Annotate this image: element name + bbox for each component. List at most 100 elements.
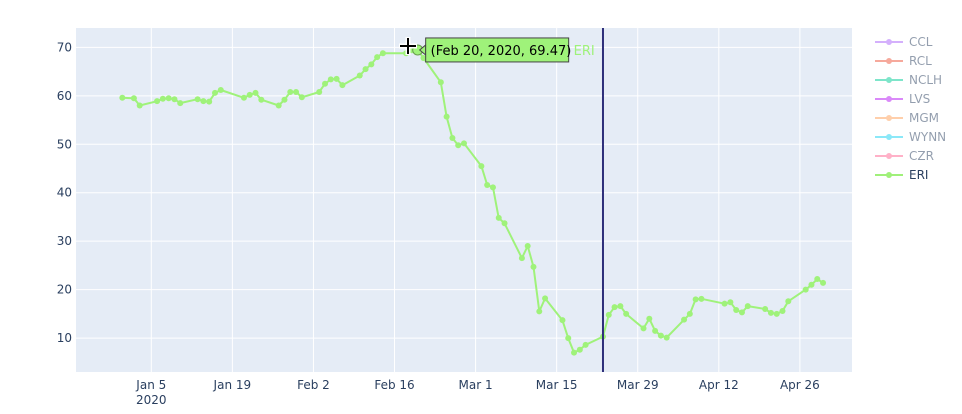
data-point <box>773 310 780 317</box>
data-point <box>536 308 543 315</box>
data-point <box>814 275 821 282</box>
legend-marker-swatch <box>886 77 892 83</box>
data-point <box>524 243 531 250</box>
legend-item-rcl[interactable]: RCL <box>875 54 932 68</box>
data-point <box>287 88 294 95</box>
data-point <box>437 79 444 86</box>
data-point <box>721 300 728 307</box>
legend-item-lvs[interactable]: LVS <box>875 92 930 106</box>
data-point <box>657 332 664 339</box>
x-tick-label: Mar 1 <box>459 378 493 392</box>
legend-item-czr[interactable]: CZR <box>875 149 934 163</box>
data-point <box>356 72 363 79</box>
data-point <box>530 263 537 270</box>
data-point <box>461 140 467 147</box>
crosshair-cursor-lines <box>400 38 416 54</box>
data-point <box>681 316 688 323</box>
y-axis-ticks: 10 20 30 40 50 60 70 <box>57 40 72 345</box>
data-point <box>252 89 259 96</box>
y-tick-label: 20 <box>57 283 72 297</box>
data-point <box>362 66 369 73</box>
legend-marker-swatch <box>886 58 892 64</box>
data-point <box>379 50 386 57</box>
data-point <box>316 88 323 95</box>
data-point <box>646 315 653 322</box>
legend-label: CCL <box>909 35 933 49</box>
hover-series-name: ERI <box>574 44 595 59</box>
data-point <box>779 307 786 314</box>
legend-label: NCLH <box>909 73 942 87</box>
data-point <box>200 98 207 105</box>
hover-label: (Feb 20, 2020, 69.47) <box>431 44 572 59</box>
x-tick-label: Apr 26 <box>780 378 820 392</box>
data-point <box>802 286 809 293</box>
legend-label: WYNN <box>909 130 946 144</box>
data-point <box>206 98 213 105</box>
data-point <box>443 113 450 120</box>
data-point <box>582 341 589 348</box>
data-point <box>322 80 329 87</box>
plot-background <box>76 28 852 372</box>
legend-marker-swatch <box>886 153 892 159</box>
legend-item-eri[interactable]: ERI <box>875 168 928 182</box>
data-point <box>449 134 456 141</box>
data-point <box>698 295 705 302</box>
data-point <box>154 98 161 105</box>
x-tick-label: Jan 19 <box>213 378 252 392</box>
data-point <box>171 96 178 103</box>
data-point <box>663 334 670 341</box>
data-point <box>542 295 549 302</box>
data-point <box>518 255 525 262</box>
data-point <box>652 327 659 334</box>
data-point <box>293 88 300 95</box>
legend-marker-swatch <box>886 39 892 45</box>
data-point <box>275 102 282 109</box>
data-point <box>455 142 462 149</box>
data-point <box>617 303 624 310</box>
data-point <box>130 95 137 102</box>
legend-item-mgm[interactable]: MGM <box>875 111 939 125</box>
legend-marker-swatch <box>886 172 892 178</box>
legend-label: ERI <box>909 168 928 182</box>
data-point <box>489 184 496 191</box>
data-point <box>559 317 566 324</box>
data-point <box>159 95 166 102</box>
data-point <box>744 303 751 310</box>
legend-label: RCL <box>909 54 932 68</box>
data-point <box>177 100 184 107</box>
data-point <box>571 349 578 356</box>
legend-label: LVS <box>909 92 930 106</box>
hover-box <box>425 37 570 63</box>
legend-marker-swatch <box>886 115 892 121</box>
legend-marker-swatch <box>886 96 892 102</box>
y-tick-label: 70 <box>57 40 72 54</box>
legend-item-ccl[interactable]: CCL <box>875 35 933 49</box>
y-tick-label: 10 <box>57 331 72 345</box>
data-point <box>240 94 247 101</box>
legend-item-wynn[interactable]: WYNN <box>875 130 946 144</box>
data-point <box>611 304 618 311</box>
data-point <box>165 95 172 102</box>
data-point <box>194 96 201 103</box>
data-point <box>623 310 630 317</box>
data-point <box>298 94 305 101</box>
legend[interactable]: CCL RCL NCLH LVS MGM WYNN CZR ERI <box>875 35 946 182</box>
x-tick-label: Mar 29 <box>617 378 659 392</box>
x-tick-label: Feb 16 <box>374 378 414 392</box>
data-point <box>495 214 502 221</box>
data-point <box>327 76 334 83</box>
data-point <box>576 346 583 353</box>
y-tick-label: 60 <box>57 89 72 103</box>
data-point <box>605 311 612 318</box>
data-point <box>733 306 740 313</box>
data-point <box>258 96 265 103</box>
y-tick-label: 50 <box>57 137 72 151</box>
legend-label: CZR <box>909 149 934 163</box>
data-point <box>119 94 126 101</box>
hover-layer: (Feb 20, 2020, 69.47) ERI <box>399 37 595 63</box>
legend-item-nclh[interactable]: NCLH <box>875 73 942 87</box>
data-point <box>478 163 485 170</box>
data-point <box>767 309 774 316</box>
